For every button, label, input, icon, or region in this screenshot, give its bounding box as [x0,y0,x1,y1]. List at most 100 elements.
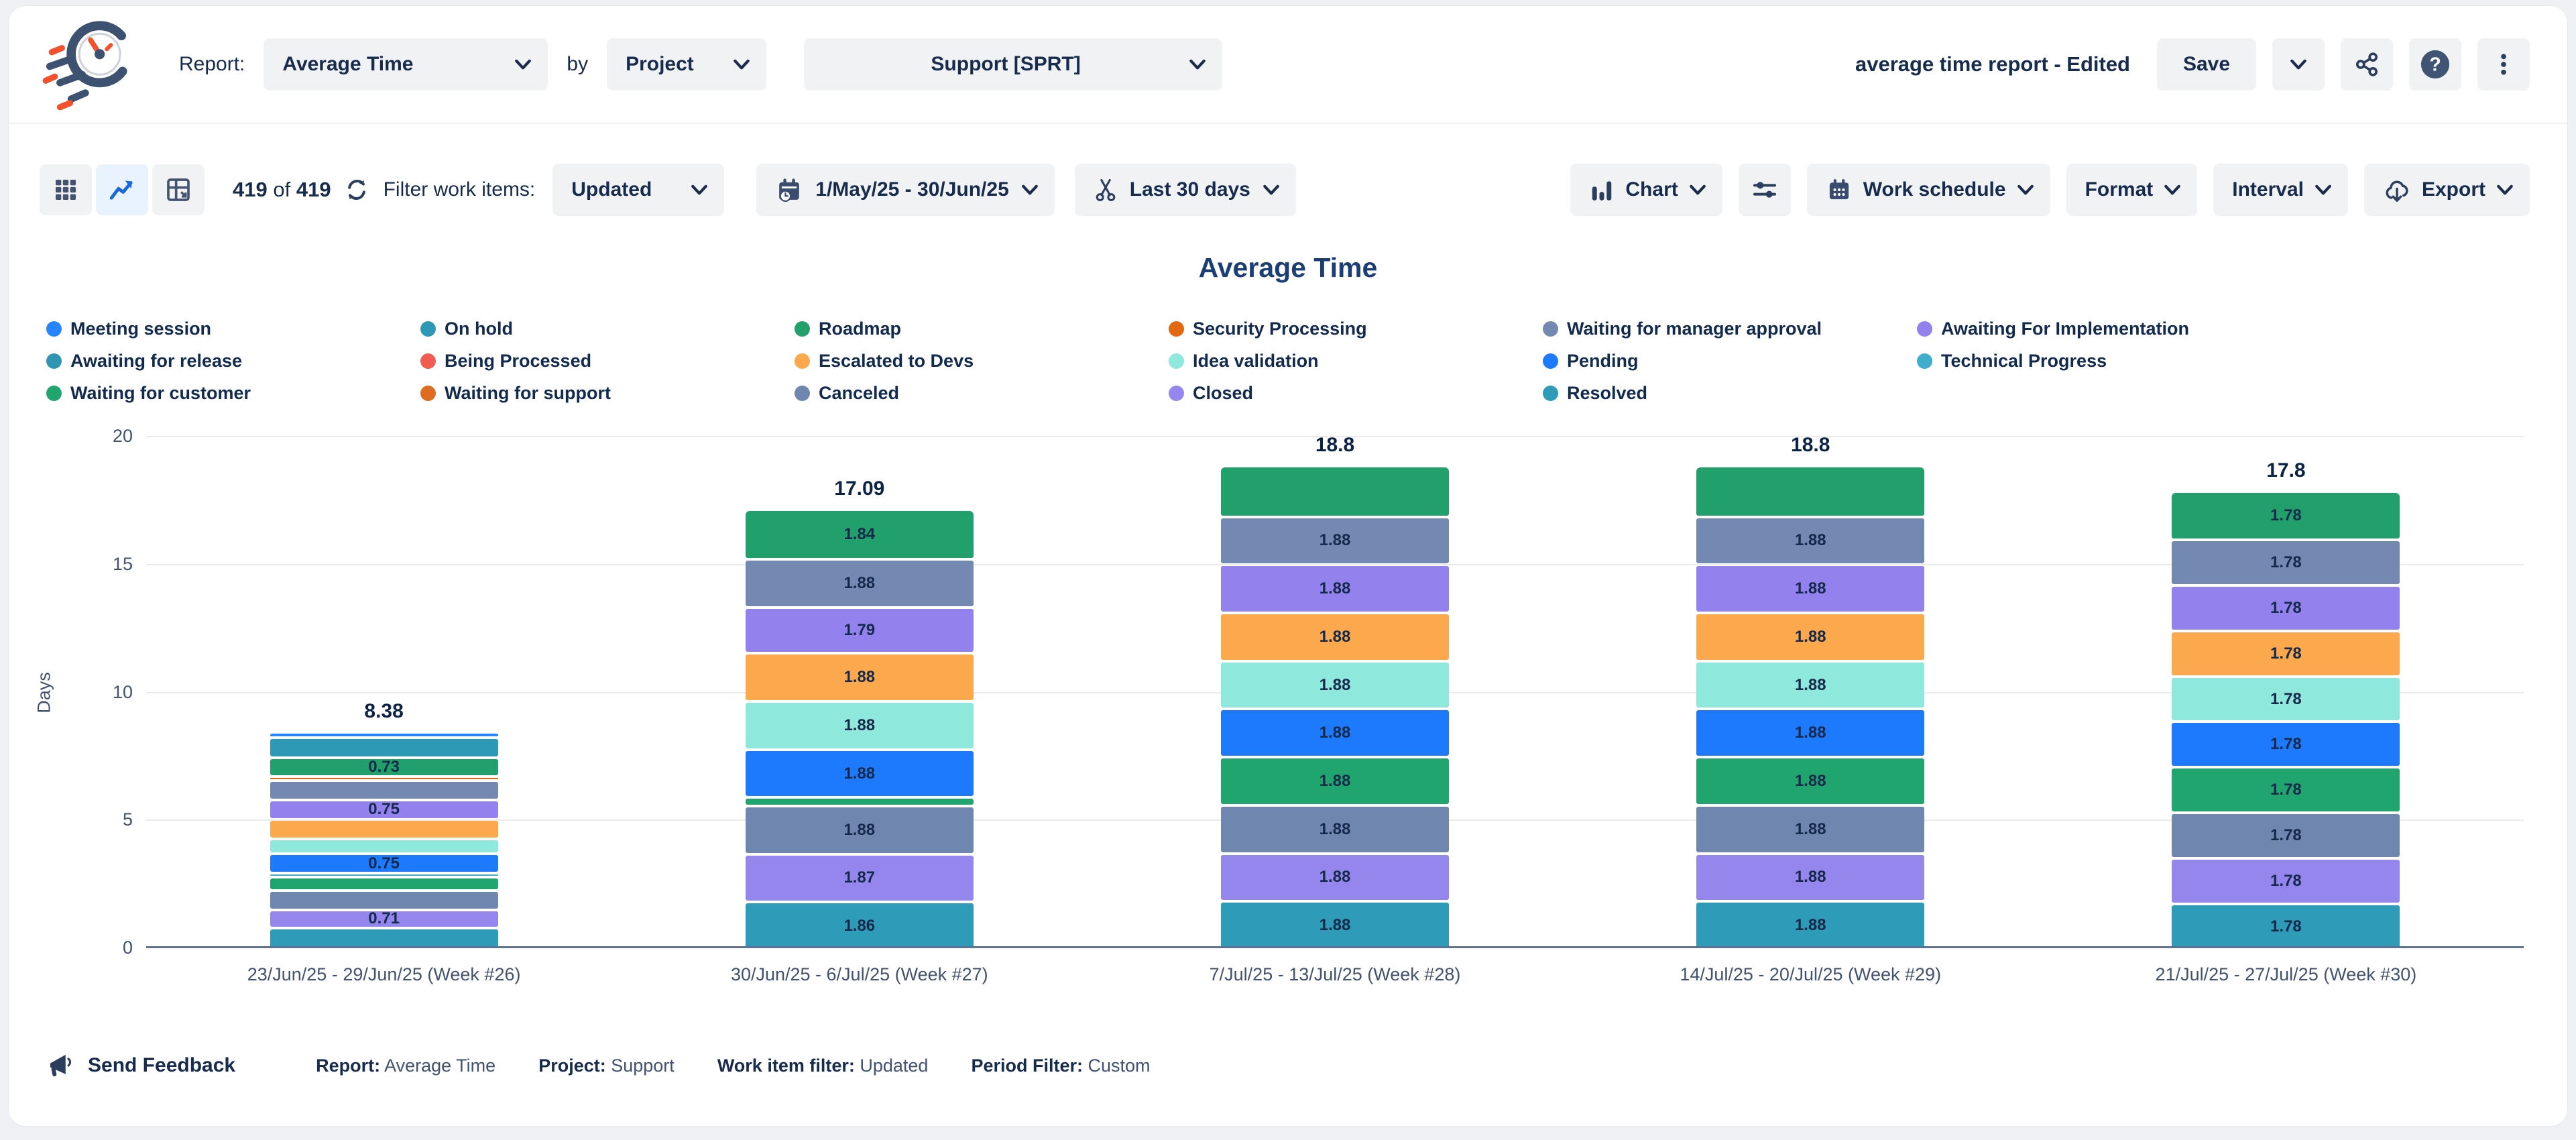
bar-segment[interactable] [1221,467,1449,516]
legend-item[interactable]: Waiting for support [420,382,795,404]
bar-segment[interactable]: 1.88 [745,750,974,797]
bar-segment[interactable] [270,820,498,838]
legend-dot-icon [46,321,62,337]
bar-segment[interactable]: 1.78 [2172,586,2400,630]
legend-item[interactable]: Waiting for manager approval [1543,317,1917,340]
bar-segment[interactable] [270,929,498,948]
date-range-picker[interactable]: 1/May/25 - 30/Jun/25 [756,164,1055,216]
bar-segment[interactable]: 1.88 [1221,662,1449,708]
bar-segment[interactable]: 1.88 [745,807,974,853]
chart-settings-button[interactable] [1738,164,1791,216]
bar-segment[interactable]: 1.78 [2172,492,2400,538]
bar-segment[interactable]: 1.87 [745,855,974,901]
bar-segment[interactable]: 1.78 [2172,768,2400,812]
group-by-dropdown[interactable]: Project [607,38,767,91]
bar-segment[interactable] [270,739,498,757]
bar-segment[interactable] [270,840,498,853]
bar-segment[interactable]: 1.88 [1221,758,1449,804]
help-button[interactable]: ? [2409,38,2461,91]
bar-segment[interactable]: 1.86 [745,903,974,948]
bar-segment[interactable] [270,733,498,737]
project-dropdown[interactable]: Support [SPRT] [804,38,1223,91]
bar-segment[interactable] [745,799,974,805]
more-options-button[interactable] [2477,38,2530,91]
legend-item[interactable]: Closed [1169,382,1543,404]
legend-item[interactable]: Awaiting for release [46,349,420,372]
bar-segment[interactable]: 1.84 [745,511,974,559]
bar-segment[interactable]: 1.88 [1221,903,1449,948]
legend-label: Escalated to Devs [819,350,974,371]
legend-item[interactable]: Technical Progress [1917,349,2567,372]
save-options-button[interactable] [2272,38,2325,91]
bar-segment[interactable]: 0.73 [270,759,498,775]
segment-value-label: 1.88 [843,716,876,734]
legend-item[interactable]: Awaiting For Implementation [1917,317,2567,340]
bar-segment[interactable]: 1.88 [1221,518,1449,564]
bar-segment[interactable]: 0.71 [270,911,498,927]
legend-item[interactable]: Pending [1543,349,1917,372]
legend-item[interactable]: Resolved [1543,382,1917,404]
share-button[interactable] [2341,38,2393,91]
bar-segment[interactable]: 1.88 [1696,806,1925,852]
filter-field-dropdown[interactable]: Updated [552,164,725,216]
bar-segment[interactable]: 1.78 [2172,814,2400,858]
bar-segment[interactable]: 1.78 [2172,723,2400,766]
bar-segment[interactable]: 1.88 [1696,903,1925,948]
bar-segment[interactable] [270,782,498,799]
format-dropdown[interactable]: Format [2066,164,2198,216]
legend-item[interactable]: On hold [420,317,795,340]
save-button[interactable]: Save [2157,38,2256,91]
bar-segment[interactable]: 1.78 [2172,632,2400,675]
bar-segment[interactable]: 1.88 [1696,614,1925,660]
legend-item[interactable]: Being Processed [420,349,795,372]
legend-item[interactable]: Waiting for customer [46,382,420,404]
legend-item[interactable]: Roadmap [795,317,1169,340]
bar-segment[interactable] [270,891,498,909]
send-feedback-button[interactable]: Send Feedback [46,1051,235,1080]
bar-segment[interactable]: 1.88 [1696,710,1925,756]
bar-segment[interactable]: 1.88 [1696,854,1925,901]
refresh-icon[interactable] [343,176,370,203]
bar-segment[interactable]: 1.88 [1696,758,1925,804]
export-dropdown[interactable]: Export [2363,164,2530,216]
bar-segment[interactable]: 1.88 [1221,806,1449,852]
segment-value-label: 1.78 [2270,781,2302,799]
bar-segment[interactable]: 1.78 [2172,860,2400,903]
bar-segment[interactable]: 0.75 [270,855,498,872]
chart-type-dropdown[interactable]: Chart [1570,164,1722,216]
legend-item[interactable]: Idea validation [1169,349,1543,372]
legend-item[interactable]: Meeting session [46,317,420,340]
trim-period-dropdown[interactable]: Last 30 days [1074,164,1296,216]
grid-view-button[interactable] [40,164,92,215]
bar-segment[interactable] [270,878,498,889]
bar-segment[interactable]: 1.88 [745,561,974,606]
bar-segment[interactable]: 1.88 [745,702,974,748]
footer: Send Feedback Report: Average Time Proje… [46,1051,2567,1080]
bar-segment[interactable]: 1.79 [745,608,974,652]
bar-segment[interactable]: 1.88 [745,654,974,700]
bar-segment[interactable]: 1.88 [1696,566,1925,612]
work-schedule-dropdown[interactable]: Work schedule [1806,164,2050,216]
bar-segment[interactable]: 1.88 [1696,518,1925,564]
bar-segment[interactable]: 1.88 [1221,710,1449,756]
chart-view-button[interactable] [96,164,148,215]
bar-segment[interactable]: 1.78 [2172,905,2400,948]
report-type-dropdown[interactable]: Average Time [264,38,548,91]
bar-segment[interactable]: 1.88 [1221,614,1449,660]
interval-dropdown[interactable]: Interval [2213,164,2348,216]
bar-segment[interactable]: 0.75 [270,801,498,818]
pivot-view-button[interactable] [152,164,204,215]
bar-segment[interactable]: 1.78 [2172,677,2400,721]
bar-segment[interactable] [270,874,498,876]
bar-segment[interactable]: 1.88 [1696,662,1925,708]
legend-item[interactable]: Canceled [795,382,1169,404]
bar-segment[interactable] [270,778,498,779]
bar-segment[interactable] [1696,467,1925,516]
bar-segment[interactable]: 1.88 [1221,566,1449,612]
summary-work-item-filter: Work item filter: Updated [717,1056,929,1076]
send-feedback-label: Send Feedback [88,1054,236,1076]
legend-item[interactable]: Escalated to Devs [795,349,1169,372]
bar-segment[interactable]: 1.88 [1221,854,1449,901]
bar-segment[interactable]: 1.78 [2172,540,2400,584]
legend-item[interactable]: Security Processing [1169,317,1543,340]
